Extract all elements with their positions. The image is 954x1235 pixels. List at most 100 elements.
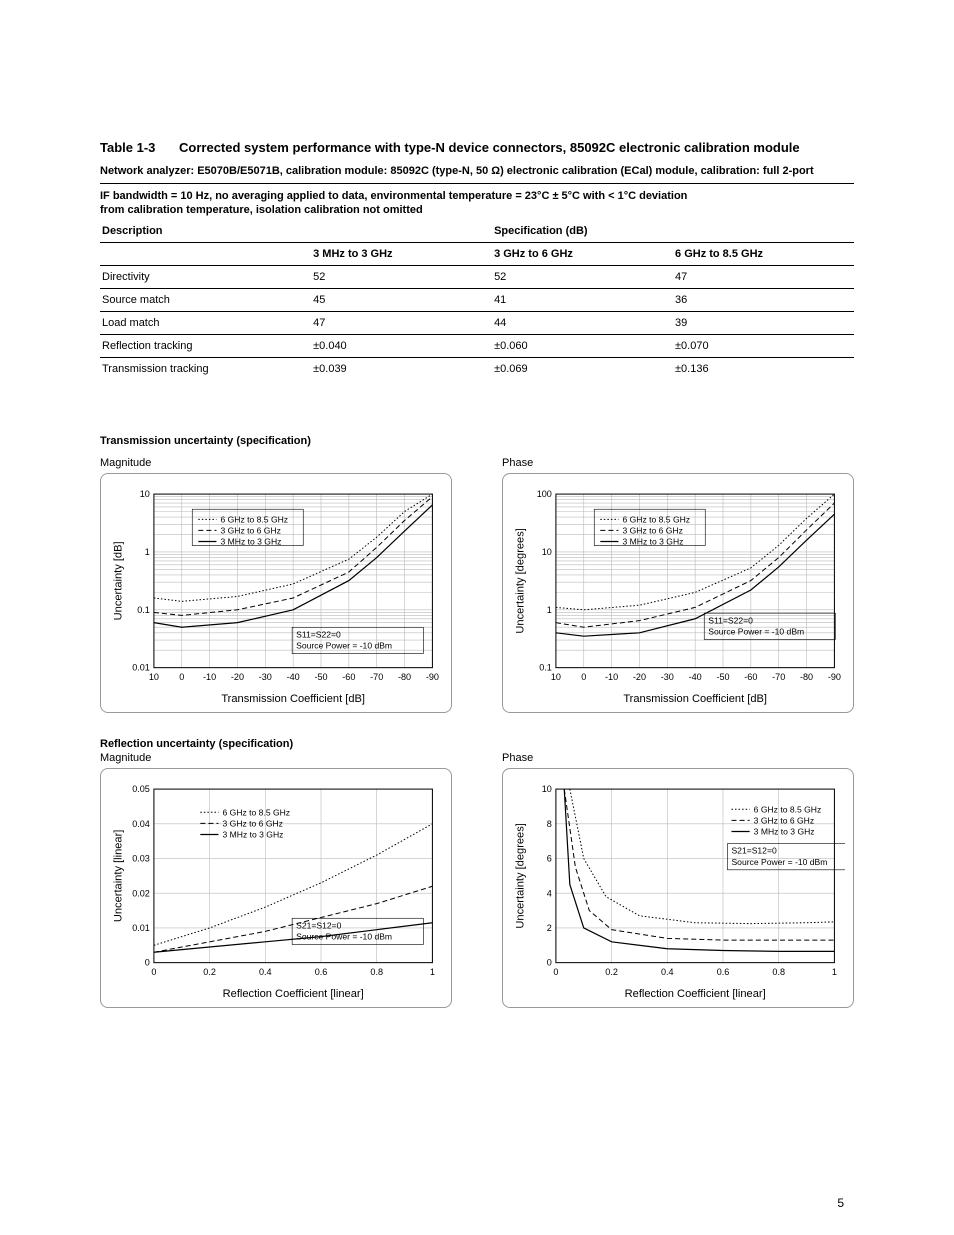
table-cell: 41 bbox=[492, 289, 673, 312]
table-cell: 52 bbox=[311, 266, 492, 289]
svg-text:0.6: 0.6 bbox=[315, 967, 328, 977]
table-cell: 44 bbox=[492, 312, 673, 335]
svg-text:-80: -80 bbox=[800, 672, 813, 682]
svg-text:3 GHz to 6 GHz: 3 GHz to 6 GHz bbox=[754, 815, 814, 825]
svg-text:Uncertainty [degrees]: Uncertainty [degrees] bbox=[515, 823, 527, 928]
svg-text:6 GHz to 8.5 GHz: 6 GHz to 8.5 GHz bbox=[623, 514, 691, 524]
svg-text:4: 4 bbox=[547, 888, 552, 898]
table-cell: 47 bbox=[673, 266, 854, 289]
svg-text:Reflection Coefficient [linear: Reflection Coefficient [linear] bbox=[625, 988, 766, 1000]
svg-text:10: 10 bbox=[551, 672, 561, 682]
table-cell: 36 bbox=[673, 289, 854, 312]
svg-text:S11=S22=0: S11=S22=0 bbox=[708, 615, 753, 625]
svg-text:0.4: 0.4 bbox=[661, 967, 674, 977]
spec-table: Description Specification (dB) 3 MHz to … bbox=[100, 220, 854, 380]
chart-refl-magnitude: 00.010.020.030.040.0500.20.40.60.81Refle… bbox=[100, 768, 452, 1008]
svg-text:3 GHz to 6 GHz: 3 GHz to 6 GHz bbox=[623, 525, 683, 535]
table-cell: Load match bbox=[100, 312, 311, 335]
svg-text:0.2: 0.2 bbox=[203, 967, 216, 977]
subtitle-conditions-1: IF bandwidth = 10 Hz, no averaging appli… bbox=[100, 190, 854, 202]
svg-text:-90: -90 bbox=[426, 672, 439, 682]
svg-text:6: 6 bbox=[547, 854, 552, 864]
table-title: Table 1-3 Corrected system performance w… bbox=[100, 140, 854, 155]
svg-text:0.02: 0.02 bbox=[132, 888, 150, 898]
svg-text:S21=S12=0: S21=S12=0 bbox=[296, 920, 341, 930]
svg-text:10: 10 bbox=[149, 672, 159, 682]
svg-text:Uncertainty [dB]: Uncertainty [dB] bbox=[113, 541, 125, 620]
svg-text:Source Power = -10 dBm: Source Power = -10 dBm bbox=[296, 640, 392, 650]
svg-text:6 GHz to 8.5 GHz: 6 GHz to 8.5 GHz bbox=[223, 807, 291, 817]
svg-text:-10: -10 bbox=[203, 672, 216, 682]
svg-text:Uncertainty [degrees]: Uncertainty [degrees] bbox=[515, 528, 527, 633]
svg-text:10: 10 bbox=[542, 547, 552, 557]
svg-text:0: 0 bbox=[581, 672, 586, 682]
chart-refl-phase: 024681000.20.40.60.81Reflection Coeffici… bbox=[502, 768, 854, 1008]
svg-text:1: 1 bbox=[430, 967, 435, 977]
svg-text:3 MHz to 3 GHz: 3 MHz to 3 GHz bbox=[221, 537, 282, 547]
subtitle-conditions-2: from calibration temperature, isolation … bbox=[100, 204, 854, 216]
svg-text:6 GHz to 8.5 GHz: 6 GHz to 8.5 GHz bbox=[754, 804, 822, 814]
svg-text:0: 0 bbox=[547, 958, 552, 968]
label-phase-1: Phase bbox=[502, 457, 854, 469]
svg-text:-70: -70 bbox=[370, 672, 383, 682]
svg-text:0.01: 0.01 bbox=[132, 663, 150, 673]
svg-text:0: 0 bbox=[553, 967, 558, 977]
svg-text:3 MHz to 3 GHz: 3 MHz to 3 GHz bbox=[223, 830, 284, 840]
svg-text:-50: -50 bbox=[716, 672, 729, 682]
table-cell: 39 bbox=[673, 312, 854, 335]
svg-text:-60: -60 bbox=[342, 672, 355, 682]
table-cell: 47 bbox=[311, 312, 492, 335]
svg-text:0.1: 0.1 bbox=[137, 605, 150, 615]
svg-text:S11=S22=0: S11=S22=0 bbox=[296, 629, 341, 639]
table-cell: ±0.040 bbox=[311, 335, 492, 358]
svg-text:0.8: 0.8 bbox=[370, 967, 383, 977]
table-cell: ±0.070 bbox=[673, 335, 854, 358]
col-range1: 3 MHz to 3 GHz bbox=[311, 243, 492, 266]
svg-text:-40: -40 bbox=[689, 672, 702, 682]
svg-text:1: 1 bbox=[145, 547, 150, 557]
svg-text:3 GHz to 6 GHz: 3 GHz to 6 GHz bbox=[223, 818, 283, 828]
svg-text:2: 2 bbox=[547, 923, 552, 933]
table-title-text: Corrected system performance with type-N… bbox=[179, 140, 800, 155]
table-cell: ±0.069 bbox=[492, 358, 673, 381]
svg-text:Source Power = -10 dBm: Source Power = -10 dBm bbox=[708, 626, 804, 636]
table-cell: Source match bbox=[100, 289, 311, 312]
svg-text:1: 1 bbox=[547, 605, 552, 615]
svg-text:0: 0 bbox=[151, 967, 156, 977]
svg-text:3 MHz to 3 GHz: 3 MHz to 3 GHz bbox=[754, 827, 815, 837]
svg-text:-10: -10 bbox=[605, 672, 618, 682]
svg-text:0.03: 0.03 bbox=[132, 854, 150, 864]
label-magnitude-2: Magnitude bbox=[100, 752, 452, 764]
table-cell: ±0.136 bbox=[673, 358, 854, 381]
svg-text:Source Power = -10 dBm: Source Power = -10 dBm bbox=[296, 931, 392, 941]
svg-text:0.4: 0.4 bbox=[259, 967, 272, 977]
table-number: Table 1-3 bbox=[100, 140, 155, 155]
svg-text:-70: -70 bbox=[772, 672, 785, 682]
svg-text:-30: -30 bbox=[661, 672, 674, 682]
label-phase-2: Phase bbox=[502, 752, 854, 764]
svg-text:-40: -40 bbox=[287, 672, 300, 682]
svg-text:100: 100 bbox=[537, 489, 552, 499]
table-cell: 45 bbox=[311, 289, 492, 312]
svg-text:-90: -90 bbox=[828, 672, 841, 682]
svg-text:0.2: 0.2 bbox=[605, 967, 618, 977]
svg-text:0.04: 0.04 bbox=[132, 819, 150, 829]
table-cell: ±0.039 bbox=[311, 358, 492, 381]
svg-text:-20: -20 bbox=[231, 672, 244, 682]
col-description: Description bbox=[100, 220, 311, 243]
chart-trans-magnitude: 0.010.1110100-10-20-30-40-50-60-70-80-90… bbox=[100, 473, 452, 713]
svg-text:0.01: 0.01 bbox=[132, 923, 150, 933]
svg-text:-30: -30 bbox=[259, 672, 272, 682]
svg-text:S21=S12=0: S21=S12=0 bbox=[731, 846, 776, 856]
svg-text:-60: -60 bbox=[744, 672, 757, 682]
subtitle-analyzer: Network analyzer: E5070B/E5071B, calibra… bbox=[100, 165, 854, 184]
section-reflection: Reflection uncertainty (specification) bbox=[100, 738, 854, 750]
svg-text:8: 8 bbox=[547, 819, 552, 829]
svg-text:Transmission Coefficient [dB]: Transmission Coefficient [dB] bbox=[623, 693, 767, 705]
svg-text:0.8: 0.8 bbox=[772, 967, 785, 977]
svg-text:0.05: 0.05 bbox=[132, 784, 150, 794]
svg-text:Source Power = -10 dBm: Source Power = -10 dBm bbox=[731, 857, 827, 867]
svg-text:-20: -20 bbox=[633, 672, 646, 682]
svg-text:3 GHz to 6 GHz: 3 GHz to 6 GHz bbox=[221, 525, 281, 535]
col-spec: Specification (dB) bbox=[492, 220, 854, 243]
